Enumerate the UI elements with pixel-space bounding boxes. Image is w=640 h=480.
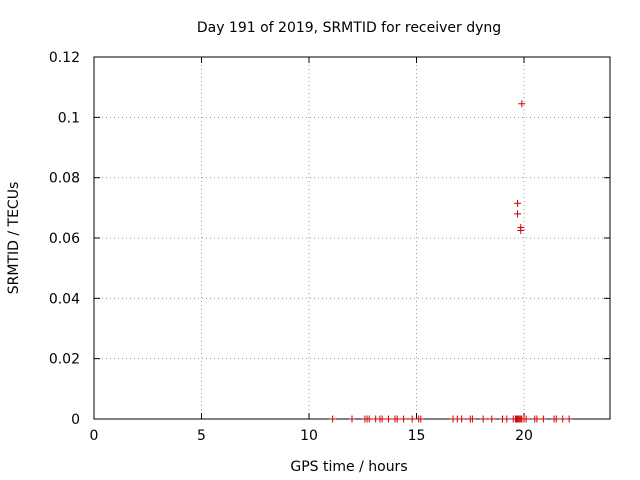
y-tick-label: 0.02 — [49, 352, 80, 368]
data-point — [559, 415, 567, 423]
data-point — [552, 415, 560, 423]
data-point — [518, 100, 526, 108]
grid-lines — [94, 57, 610, 419]
y-tick-label: 0.12 — [49, 50, 80, 66]
x-tick-label: 5 — [197, 428, 206, 444]
plot-area-border — [93, 56, 611, 420]
data-point — [565, 415, 573, 423]
data-point — [503, 415, 511, 423]
data-point — [408, 415, 416, 423]
y-axis-title: SRMTID / TECUs — [6, 182, 22, 295]
axis-ticks: 0 5 10 15 20 0 0.02 0.04 0.06 0.08 0.1 0.12 — [49, 50, 610, 444]
y-tick-label: 0 — [71, 412, 80, 428]
data-point — [533, 415, 541, 423]
data-point — [522, 415, 530, 423]
x-tick-label: 15 — [408, 428, 426, 444]
data-point — [400, 415, 408, 423]
y-tick-label: 0.04 — [49, 291, 80, 307]
y-tick-label: 0.06 — [49, 231, 80, 247]
x-axis-title: GPS time / hours — [290, 459, 407, 475]
data-point — [417, 415, 425, 423]
data-point — [329, 415, 337, 423]
chart-title: Day 191 of 2019, SRMTID for receiver dyn… — [197, 20, 501, 36]
data-point — [365, 415, 373, 423]
data-points — [329, 100, 573, 423]
y-tick-label: 0.08 — [49, 171, 80, 187]
data-point — [488, 415, 496, 423]
data-point — [517, 226, 525, 234]
y-tick-label: 0.1 — [58, 110, 80, 126]
x-tick-label: 20 — [515, 428, 533, 444]
data-point — [468, 415, 476, 423]
data-point — [514, 199, 522, 207]
data-point — [514, 210, 522, 218]
data-point — [385, 415, 393, 423]
x-tick-label: 0 — [90, 428, 99, 444]
data-point — [348, 415, 356, 423]
data-point — [539, 415, 547, 423]
x-tick-label: 10 — [300, 428, 318, 444]
data-point — [378, 415, 386, 423]
data-point — [393, 415, 401, 423]
data-point — [479, 415, 487, 423]
data-point — [458, 415, 466, 423]
